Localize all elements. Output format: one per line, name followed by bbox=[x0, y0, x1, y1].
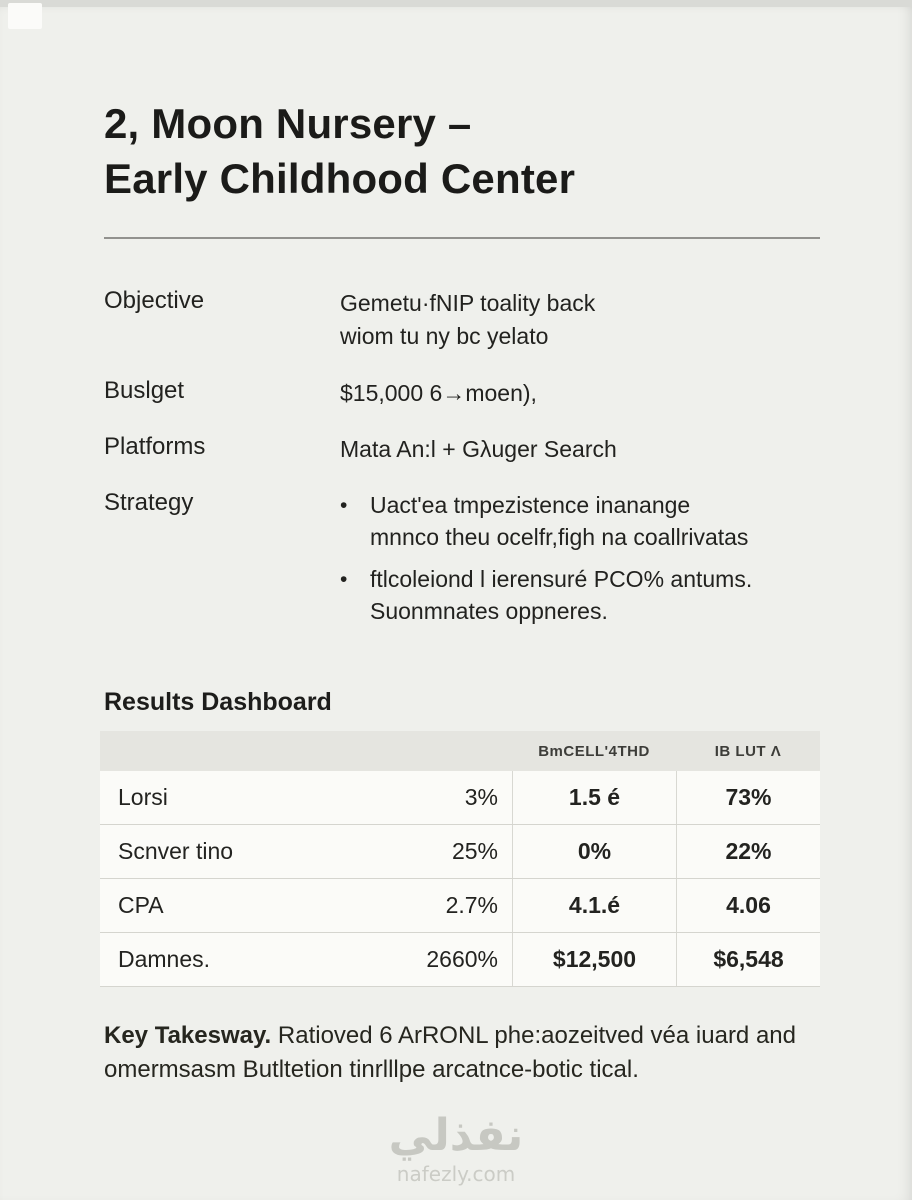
results-table: BmCELL'4THD IB LUT Λ Lorsi 3% 1.5 é 73% … bbox=[100, 731, 820, 987]
page-title: 2, Moon Nursery – Early Childhood Center bbox=[104, 96, 820, 207]
table-cell-value: $6,548 bbox=[676, 933, 820, 986]
table-cell-label: Damnes. bbox=[118, 946, 211, 972]
key-takeaway: Key Takesway. Ratioved 6 ArRONL phe:aoze… bbox=[104, 1019, 826, 1087]
document-content: 2, Moon Nursery – Early Childhood Center… bbox=[0, 0, 912, 1087]
budget-label: Buslget bbox=[104, 376, 185, 404]
strategy-bullet-list: Uact'ea tmpezistence inanange mnnco theu… bbox=[340, 489, 752, 636]
table-cell-value: 2660% bbox=[426, 946, 498, 972]
table-cell-value: 4.1.é bbox=[512, 879, 676, 932]
table-cell-label: CPA bbox=[118, 892, 164, 918]
table-row: Lorsi 3% 1.5 é 73% bbox=[100, 771, 820, 825]
strategy-bullet-2-text: ftlcoleiond l ierensuré PCO% antums. Suo… bbox=[370, 565, 753, 624]
table-cell-label: Scnver tino bbox=[118, 838, 234, 864]
details-list: Objective Gemetu·fNIP toality back wiom … bbox=[104, 287, 820, 636]
key-takeaway-label: Key Takesway. bbox=[104, 1022, 272, 1049]
watermark: نفذلي nafezly.com bbox=[0, 1109, 912, 1186]
table-cell-value: $12,500 bbox=[512, 933, 676, 986]
table-cell-value: 25% bbox=[451, 838, 498, 864]
table-row: Damnes. 2660% $12,500 $6,548 bbox=[100, 933, 820, 987]
table-cell-value: 2.7% bbox=[445, 892, 498, 918]
strategy-bullet-1: Uact'ea tmpezistence inanange mnnco theu… bbox=[340, 489, 752, 553]
page-title-line2: Early Childhood Center bbox=[104, 155, 576, 203]
table-cell-value: 22% bbox=[676, 825, 820, 878]
strategy-label: Strategy bbox=[104, 489, 194, 517]
detail-row-platforms: Platforms Mata An:l + Gλuger Search bbox=[104, 433, 820, 466]
results-dashboard-heading: Results Dashboard bbox=[104, 688, 332, 716]
table-cell-label: Lorsi bbox=[118, 784, 168, 810]
detail-row-budget: Buslget $15,000 6→moen), bbox=[104, 377, 820, 410]
table-cell-value: 73% bbox=[676, 771, 820, 824]
table-cell-value: 4.06 bbox=[676, 879, 820, 932]
title-divider bbox=[104, 236, 820, 239]
detail-row-objective: Objective Gemetu·fNIP toality back wiom … bbox=[104, 287, 820, 354]
strategy-bullet-2: ftlcoleiond l ierensuré PCO% antums. Suo… bbox=[340, 563, 752, 627]
table-header-col3: BmCELL'4THD bbox=[538, 742, 650, 760]
table-header-row: BmCELL'4THD IB LUT Λ bbox=[100, 731, 820, 771]
table-cell-value: 3% bbox=[464, 784, 498, 810]
key-takeaway-text: Ratioved 6 ArRONL phe:aozeitved véa iuar… bbox=[104, 1022, 796, 1084]
budget-value: $15,000 6→moen), bbox=[340, 379, 537, 406]
table-cell-value: 0% bbox=[512, 825, 676, 878]
detail-row-strategy: Strategy Uact'ea tmpezistence inanange m… bbox=[104, 489, 820, 636]
table-row: CPA 2.7% 4.1.é 4.06 bbox=[100, 879, 820, 933]
page-title-line1: 2, Moon Nursery – bbox=[104, 100, 472, 147]
watermark-site-text: nafezly.com bbox=[396, 1162, 516, 1186]
objective-label: Objective bbox=[104, 286, 205, 314]
scan-corner-artifact bbox=[8, 3, 42, 29]
table-row: Scnver tino 25% 0% 22% bbox=[100, 825, 820, 879]
strategy-bullet-1-text: Uact'ea tmpezistence inanange mnnco theu… bbox=[370, 492, 749, 551]
table-header-col4: IB LUT Λ bbox=[714, 742, 782, 760]
scan-edge-artifact bbox=[0, 0, 912, 7]
table-cell-value: 1.5 é bbox=[512, 771, 676, 824]
watermark-arabic-logo: نفذلي bbox=[388, 1109, 524, 1161]
objective-value: Gemetu·fNIP toality back wiom tu ny bc y… bbox=[340, 289, 596, 350]
platforms-value: Mata An:l + Gλuger Search bbox=[340, 435, 617, 462]
platforms-label: Platforms bbox=[104, 432, 206, 460]
